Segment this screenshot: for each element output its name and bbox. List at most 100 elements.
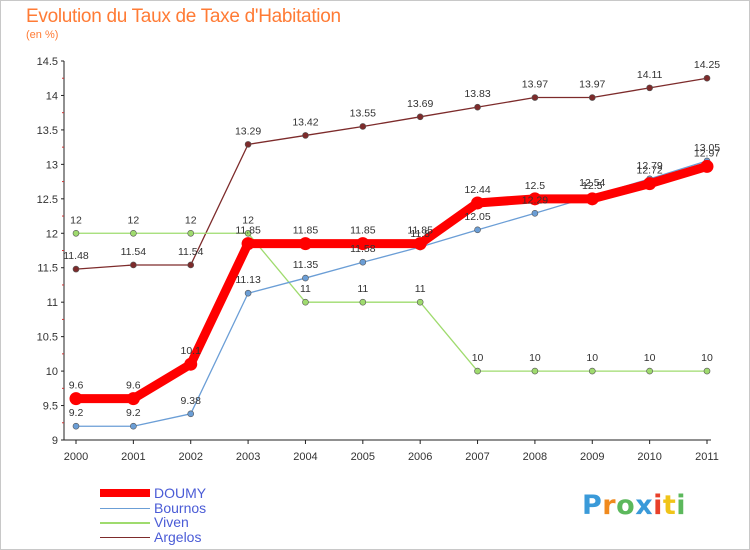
x-tick-label: 2002 [178, 451, 202, 463]
logo-letter: t [662, 490, 677, 521]
legend-swatch [100, 507, 150, 509]
data-point-bournos [531, 209, 539, 217]
legend-swatch [100, 489, 150, 497]
chart-title: Evolution du Taux de Taxe d'Habitation [26, 6, 341, 27]
legend-label: Bournos [154, 499, 207, 516]
x-tick-label: 2011 [695, 451, 719, 463]
data-label-viven: 12 [128, 214, 140, 226]
y-tick-label: 14.5 [37, 56, 58, 68]
series-line-bournos [75, 160, 708, 427]
data-point-viven [588, 367, 596, 375]
logo-letter: i [676, 490, 687, 521]
data-label-argelos: 13.97 [522, 79, 548, 91]
data-point-viven [531, 367, 539, 375]
data-label-bournos: 9.2 [69, 407, 84, 419]
data-point-argelos [703, 74, 711, 82]
data-label-doumy: 11.85 [407, 225, 433, 237]
data-label-viven: 12 [242, 214, 254, 226]
data-point-doumy [643, 177, 657, 191]
x-tick-label: 2008 [523, 451, 547, 463]
data-label-bournos: 12.29 [522, 194, 548, 206]
data-label-doumy: 12.44 [464, 184, 490, 196]
data-label-bournos: 12.79 [636, 160, 662, 172]
data-point-argelos [531, 94, 539, 101]
data-label-argelos: 14.11 [637, 69, 663, 81]
x-tick-label: 2010 [637, 451, 661, 463]
x-tick-label: 2001 [121, 451, 145, 463]
data-point-doumy [356, 237, 370, 251]
data-point-viven [416, 298, 424, 306]
y-tick-label: 13.5 [37, 125, 58, 137]
y-tick-label: 11.5 [37, 263, 58, 275]
data-point-doumy [126, 392, 140, 406]
legend-label: Argelos [154, 528, 202, 545]
series-line-doumy [71, 161, 712, 404]
x-tick-label: 2005 [351, 451, 375, 463]
data-label-doumy: 12.5 [582, 180, 603, 192]
data-point-argelos [416, 113, 424, 121]
data-label-doumy: 11.85 [350, 225, 376, 237]
data-label-doumy: 12.97 [694, 147, 720, 159]
data-label-viven: 10 [529, 352, 541, 364]
data-label-bournos: 9.38 [181, 395, 202, 407]
data-label-doumy: 9.6 [69, 380, 84, 392]
data-point-viven [359, 298, 367, 306]
data-label-argelos: 13.83 [464, 88, 490, 100]
y-tick-label: 12.5 [37, 194, 58, 206]
y-tick-label: 10.5 [37, 332, 58, 344]
data-label-viven: 12 [70, 214, 82, 226]
data-point-argelos [187, 261, 195, 269]
data-point-doumy [69, 392, 83, 406]
data-point-argelos [474, 103, 481, 111]
x-tick-label: 2006 [408, 451, 432, 463]
y-tick-label: 10 [46, 366, 58, 378]
data-label-viven: 12 [185, 214, 197, 226]
y-tick-label: 13 [46, 159, 58, 171]
data-point-viven [187, 229, 195, 237]
data-point-viven [474, 367, 481, 375]
y-tick-label: 11 [47, 297, 58, 309]
data-label-argelos: 13.42 [292, 116, 318, 128]
series-line-viven [75, 232, 708, 372]
data-point-bournos [244, 289, 252, 297]
data-label-bournos: 12.05 [464, 211, 490, 223]
data-label-bournos: 11.35 [293, 259, 319, 271]
data-label-viven: 10 [644, 352, 656, 364]
data-point-viven [646, 367, 653, 375]
data-label-viven: 10 [586, 352, 598, 364]
data-point-bournos [474, 226, 481, 234]
data-label-argelos: 11.48 [63, 250, 89, 262]
y-tick-label: 9.5 [43, 401, 58, 413]
data-point-viven [244, 229, 252, 237]
x-tick-label: 2003 [236, 451, 260, 463]
data-point-doumy [471, 196, 485, 210]
x-tick-label: 2009 [580, 451, 604, 463]
legend-swatch [100, 522, 150, 524]
data-label-argelos: 13.29 [235, 125, 261, 137]
y-tick-label: 9 [52, 435, 58, 447]
data-label-argelos: 11.54 [121, 246, 147, 258]
data-point-viven [130, 229, 137, 237]
data-label-viven: 10 [472, 352, 484, 364]
data-point-doumy [528, 192, 542, 206]
data-label-doumy: 10.1 [181, 345, 202, 357]
x-tick-label: 2004 [293, 451, 317, 463]
data-point-bournos [359, 258, 367, 266]
y-tick-label: 12 [46, 228, 58, 240]
data-label-bournos: 9.2 [126, 407, 141, 419]
logo-letter: i [653, 490, 663, 521]
logo-letter: r [602, 490, 617, 521]
data-point-bournos [130, 422, 137, 430]
data-point-bournos [302, 274, 309, 282]
x-tick-label: 2000 [64, 451, 88, 463]
data-label-argelos: 14.25 [694, 59, 720, 71]
data-label-bournos: 13.05 [694, 142, 720, 154]
data-point-doumy [184, 357, 198, 371]
data-label-doumy: 12.5 [525, 180, 546, 192]
logo-letter: P [582, 490, 603, 521]
data-point-argelos [130, 261, 137, 269]
data-label-argelos: 13.55 [350, 107, 376, 119]
legend-label: DOUMY [154, 485, 207, 501]
legend-swatch [100, 536, 150, 538]
data-label-bournos: 11.8 [410, 228, 430, 240]
